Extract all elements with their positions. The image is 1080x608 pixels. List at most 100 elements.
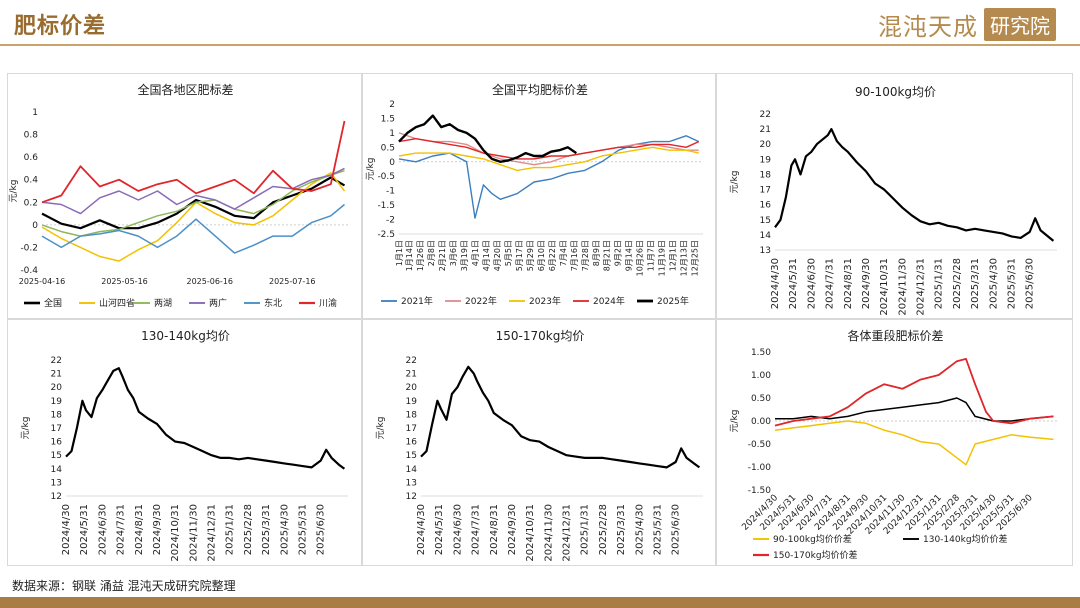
legend-label: 2025年 [657,295,689,307]
x-tick-label: 2025/5/31 [1007,258,1018,309]
y-tick-label: 0.8 [24,131,39,141]
legend-label: 2021年 [401,295,433,307]
x-tick-label: 2024/11/30 [543,504,554,562]
y-tick-label: 1.5 [381,114,395,124]
y-tick-label: 1.50 [751,348,771,358]
x-tick-label: 12月1日 [669,240,678,271]
y-tick-label: 13 [760,246,771,256]
x-tick-label: 2025/6/30 [1025,258,1036,309]
y-tick-label: -0.50 [748,440,772,450]
series-line-regional-3 [41,167,345,215]
chart-title: 150-170kg均价 [496,329,585,343]
x-tick-label: 2024/9/30 [861,258,872,309]
y-tick-label: 13 [406,478,417,488]
y-tick-label: 15 [760,216,771,226]
footer-bar [0,597,1080,608]
x-tick-label: 2024/10/31 [170,504,181,562]
x-tick-label: 2025/5/31 [298,504,309,555]
x-tick-label: 12月13日 [680,240,689,276]
x-tick-label: 2024/11/30 [897,258,908,316]
x-tick-label: 2025/3/31 [261,504,272,555]
x-tick-label: 2025/4/30 [279,504,290,555]
series-line-w90-0 [774,127,1055,242]
chart-panel-spreads: 各体重段肥标价差 元/kg -1.50 -1.00 -0.50 0.00 0.50 1.00 1… [716,319,1073,566]
x-tick-label: 1月14日 [405,240,414,271]
series-line-regional-0 [41,176,346,230]
x-tick-label: 2024/6/30 [97,504,108,555]
y-axis-label: 元/kg [21,417,31,440]
x-tick-label: 8月21日 [603,240,612,271]
chart-grid: 全国各地区肥标差 元/kg -0.4 -0.2 0 0.2 0.4 0.6 0.8 1 2025-0… [7,73,1073,566]
x-tick-label: 2025/3/31 [616,504,627,555]
x-tick-label: 7月28日 [581,240,590,271]
y-tick-label: 1 [32,108,38,118]
x-tick-label: 2025/1/31 [580,504,591,555]
x-tick-label: 2025/4/30 [988,258,999,309]
series-line-regional-4 [41,203,345,254]
y-tick-label: -0.5 [377,172,395,182]
x-tick-label: 1月26日 [416,240,425,271]
y-tick-label: 19 [406,397,418,407]
x-tick-label: 2024/12/31 [562,504,573,562]
x-tick-label: 2024/11/30 [188,504,199,562]
y-tick-label: -2 [386,216,395,226]
legend-label: 全国 [44,297,62,309]
source-note: 数据来源：钢联 涌益 混沌天成研究院整理 [12,579,236,593]
y-tick-label: 15 [406,451,417,461]
legend-label: 2022年 [465,295,497,307]
x-tick-label: 2024/4/30 [416,504,427,555]
x-tick-label: 3月19日 [460,240,469,271]
x-tick-label: 2024/8/31 [134,504,145,555]
x-tick-label: 2025/5/31 [653,504,664,555]
chart-title: 全国平均肥标价差 [492,82,588,97]
chart-panel-w150: 150-170kg均价 元/kg 12 13 14 15 16 17 18 19 20 21 22 202… [362,319,716,566]
x-tick-label: 7月16日 [570,240,579,271]
y-tick-label: 22 [51,356,62,366]
legend-label: 山河四省 [99,297,135,309]
y-tick-label: 17 [406,424,417,434]
x-tick-label: 5月17日 [515,240,524,271]
x-tick-label: 2024/10/31 [879,258,890,316]
x-tick-label: 2024/6/30 [806,258,817,309]
x-tick-label: 2025/6/30 [671,504,682,555]
x-tick-label: 2025/2/28 [243,504,254,555]
legend-label: 两湖 [154,298,172,309]
y-tick-label: 14 [406,465,418,475]
series-line-w130-0 [65,367,346,470]
x-tick-label: 1月1日 [395,240,404,266]
x-tick-label: 7月4日 [559,240,568,266]
series-line-annual-0 [398,135,700,219]
y-tick-label: 1 [389,129,395,139]
y-tick-label: 17 [760,186,771,196]
x-tick-label: 4月20日 [493,240,502,271]
series-line-spreads-2 [774,358,1054,427]
y-tick-label: -1.50 [748,486,772,496]
logo-text: 混沌天成 [878,12,978,41]
x-tick-label: 2024/12/31 [207,504,218,562]
y-tick-label: 16 [51,438,63,448]
y-tick-label: 21 [406,370,417,380]
x-tick-label: 2024/12/31 [916,258,927,316]
x-tick-label: 2025/3/31 [970,258,981,309]
y-tick-label: -1 [386,187,395,197]
x-tick-label: 11月7日 [647,240,656,271]
y-tick-label: 0.6 [24,153,39,163]
x-tick-label: 2025/2/28 [598,504,609,555]
x-tick-label: 4月14日 [482,240,491,271]
x-tick-label: 8月9日 [592,240,601,266]
y-tick-label: 0.00 [751,417,771,427]
x-tick-label: 2024/5/31 [434,504,445,555]
y-tick-label: 12 [406,492,417,502]
y-tick-label: 15 [51,451,62,461]
chart-title: 130-140kg均价 [141,329,230,343]
x-tick-label: 5月29日 [526,240,535,271]
x-tick-label: 2024/8/31 [489,504,500,555]
chart-panel-regional: 全国各地区肥标差 元/kg -0.4 -0.2 0 0.2 0.4 0.6 0.8 1 2025-0… [7,73,362,319]
y-tick-label: 16 [760,201,772,211]
x-tick-label: 4月1日 [471,240,480,266]
header-rule [0,44,1080,46]
x-tick-label: 2月8日 [427,240,436,266]
legend-label: 2023年 [529,295,561,307]
